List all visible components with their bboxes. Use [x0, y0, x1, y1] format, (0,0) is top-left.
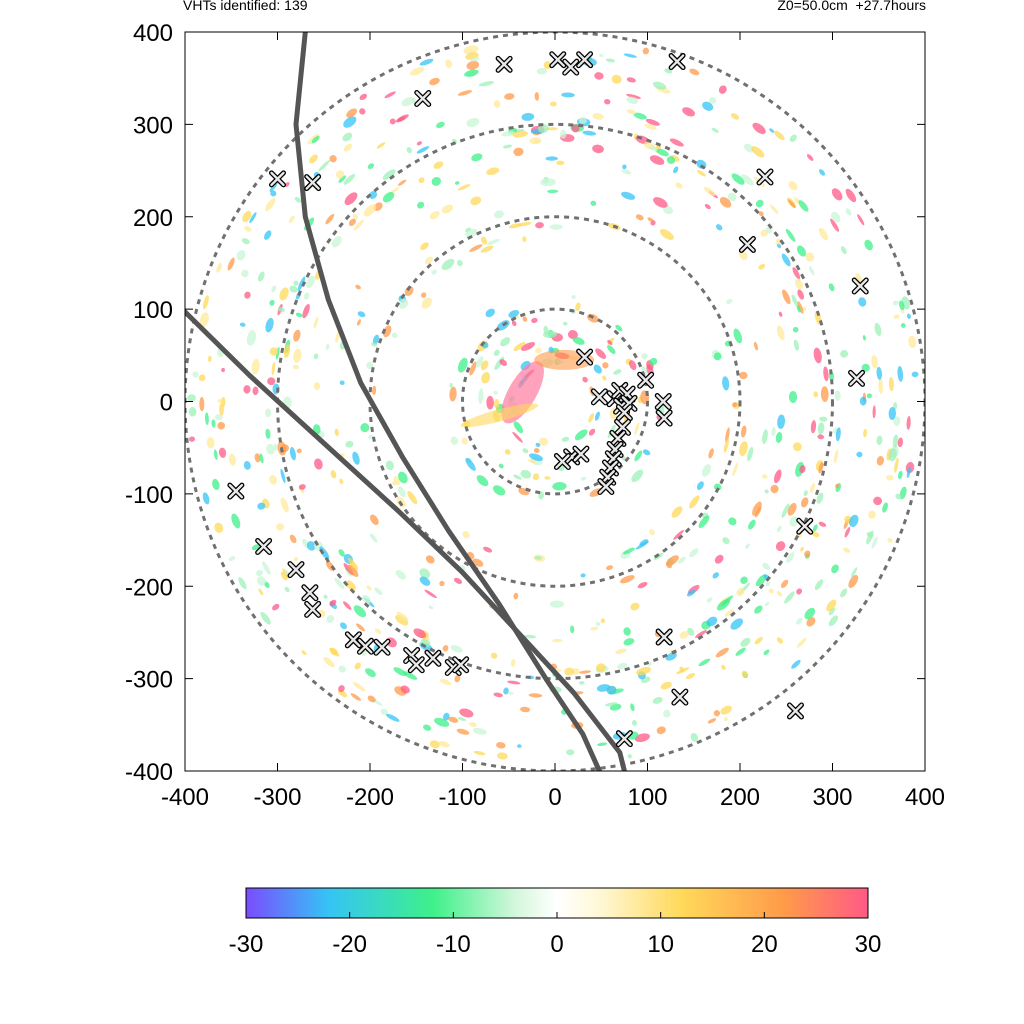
range-ring	[461, 307, 649, 496]
vht-markers	[227, 51, 869, 748]
vht-marker	[576, 51, 594, 69]
vht-marker	[414, 90, 432, 108]
vht-marker	[620, 394, 638, 412]
vht-marker	[424, 649, 442, 667]
vht-marker	[452, 656, 470, 674]
y-tick-label: -200	[125, 574, 173, 601]
colorbar-tick-label: -10	[436, 931, 471, 958]
vht-marker	[576, 348, 594, 366]
colorbar-tick-label: 0	[550, 931, 563, 958]
vht-marker	[227, 482, 245, 500]
y-tick-label: -300	[125, 667, 173, 694]
vht-marker	[654, 393, 672, 410]
x-tick-label: 300	[812, 784, 852, 811]
vht-marker	[301, 584, 319, 602]
vht-marker	[287, 561, 305, 579]
colorbar-tick-label: 30	[855, 931, 882, 958]
x-tick-label: -400	[161, 784, 209, 811]
vht-marker	[756, 168, 774, 186]
vht-marker	[269, 170, 286, 188]
range-ring	[276, 122, 834, 681]
x-tick-label: -300	[253, 784, 301, 811]
x-tick-label: 200	[720, 784, 760, 811]
vht-marker	[615, 730, 633, 748]
vht-marker	[255, 538, 273, 556]
colorbar-tick-label: -20	[332, 931, 367, 958]
y-tick-label: -400	[125, 759, 173, 786]
vht-marker	[590, 388, 608, 406]
y-tick-label: 200	[133, 205, 173, 232]
vht-marker	[495, 55, 513, 73]
range-ring	[368, 215, 742, 588]
vht-count-label: VHTs identified: 139	[183, 0, 308, 13]
vht-marker	[848, 369, 866, 387]
vht-marker	[373, 638, 391, 656]
vht-marker	[615, 404, 633, 422]
time-label: Z0=50.0cm +27.7hours	[777, 0, 926, 13]
vht-marker	[671, 688, 689, 706]
vht-marker	[549, 51, 567, 69]
vht-marker	[403, 647, 421, 665]
storm-tracks	[185, 32, 627, 771]
colorbar: -30 -20 -10 0 10 20 30	[229, 887, 882, 958]
vht-marker	[304, 600, 322, 618]
y-tick-label: -100	[125, 482, 173, 509]
vht-marker	[787, 702, 804, 720]
vht-marker	[614, 418, 632, 436]
vht-marker	[796, 517, 814, 535]
x-tick-label: 400	[905, 784, 945, 811]
x-tick-label: -200	[346, 784, 394, 811]
vht-marker	[637, 371, 655, 389]
y-tick-label: 0	[160, 390, 173, 417]
vht-marker	[562, 58, 580, 76]
vht-marker	[655, 628, 673, 646]
vht-marker	[738, 235, 756, 253]
y-tick-label: 300	[133, 112, 173, 139]
axes: -400 -300 -200 -100 0 100 200 300 400 -400 -300 -20…	[125, 20, 945, 811]
vht-marker	[356, 637, 374, 655]
vht-marker	[668, 53, 686, 71]
track-line	[293, 32, 602, 771]
vht-marker	[304, 174, 322, 192]
x-tick-label: -100	[438, 784, 486, 811]
vht-marker	[553, 453, 571, 471]
x-tick-label: 100	[627, 784, 667, 811]
vht-marker	[344, 631, 362, 649]
vht-marker	[597, 477, 615, 495]
vht-marker	[572, 445, 590, 463]
vht-marker	[655, 409, 673, 427]
y-tick-label: 400	[133, 20, 173, 47]
colorbar-tick-label: 20	[751, 931, 778, 958]
y-tick-label: 100	[133, 297, 173, 324]
colorbar-tick-label: -30	[229, 931, 264, 958]
colorbar-tick-label: 10	[647, 931, 674, 958]
x-tick-label: 0	[548, 784, 561, 811]
vht-marker	[851, 277, 869, 295]
vht-marker	[407, 656, 425, 674]
track-line	[185, 309, 627, 771]
